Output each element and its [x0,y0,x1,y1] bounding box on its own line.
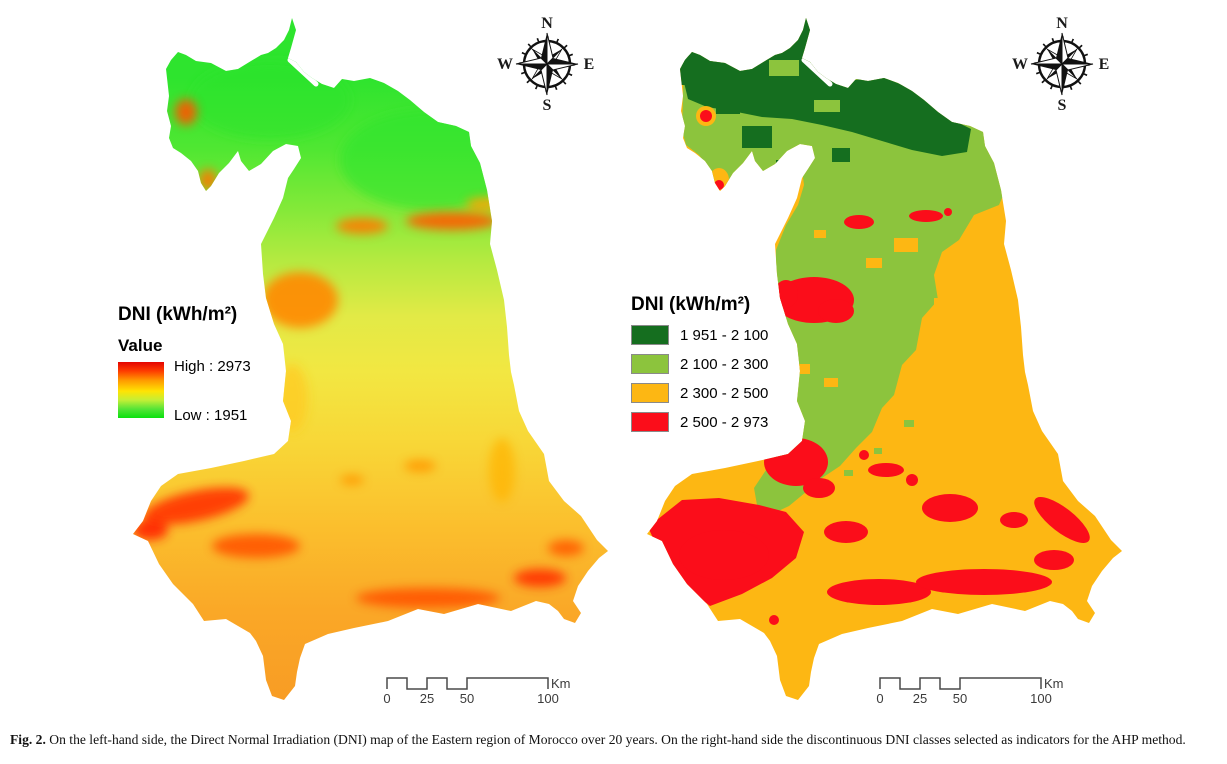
scalebar-left: 0 25 50 100 Km [383,676,570,706]
compass-west-label: W [1012,56,1028,73]
scalebar-tick-50: 50 [953,691,967,706]
legend-title: DNI (kWh/m²) [631,294,751,315]
color-ramp [118,362,164,418]
caption-text: On the left-hand side, the Direct Normal… [49,731,1186,747]
scalebar-unit: Km [551,676,571,691]
compass-north-label: N [1056,15,1068,32]
compass-south-label: S [1058,97,1067,114]
scalebar-tick-0: 0 [383,691,390,706]
legend-title: DNI (kWh/m²) [118,304,238,325]
class-label: 2 100 - 2 300 [680,355,769,373]
class-label: 1 951 - 2 100 [680,326,769,344]
legend-class-row: 1 951 - 2 100 [631,325,768,345]
class-speckles [748,60,952,476]
class-swatch [631,354,669,374]
legend-low-label: Low : 1951 [174,407,248,424]
right-map-legend: DNI (kWh/m²) 1 951 - 2 100 2 100 - 2 300… [631,294,768,432]
class-swatch [631,383,669,403]
scalebar-tick-25: 25 [913,691,927,706]
legend-subtitle: Value [118,336,163,355]
figure-caption: Fig. 2. On the left-hand side, the Direc… [10,730,1217,750]
scalebar-tick-100: 100 [1030,691,1052,706]
scalebar-tick-0: 0 [876,691,883,706]
class-swatch [631,325,669,345]
legend-class-row: 2 100 - 2 300 [631,354,768,374]
legend-class-row: 2 500 - 2 973 [631,412,768,432]
class-2500-2973-area [648,106,1090,625]
compass-east-label: E [1099,56,1110,73]
class-label: 2 300 - 2 500 [680,384,769,402]
compass-north-label: N [541,15,553,32]
scalebar-tick-100: 100 [537,691,559,706]
compass-west-label: W [497,56,513,73]
lagoon-marchica [287,57,319,87]
scalebar-tick-50: 50 [460,691,474,706]
compass-rose-left: N E S W [497,15,594,114]
legend-class-row: 2 300 - 2 500 [631,383,768,403]
compass-south-label: S [543,97,552,114]
scalebar-right: 0 25 50 100 Km [876,676,1063,706]
caption-label: Fig. 2. [10,731,46,747]
left-map-legend: DNI (kWh/m²) Value High : 2973 Low : 195… [118,304,251,424]
class-swatch [631,412,669,432]
lagoon-marchica [801,57,833,87]
scalebar-tick-25: 25 [420,691,434,706]
scalebar-unit: Km [1044,676,1064,691]
compass-rose-right: N E S W [1012,15,1109,114]
class-label: 2 500 - 2 973 [680,413,769,431]
compass-east-label: E [584,56,595,73]
legend-high-label: High : 2973 [174,358,251,375]
